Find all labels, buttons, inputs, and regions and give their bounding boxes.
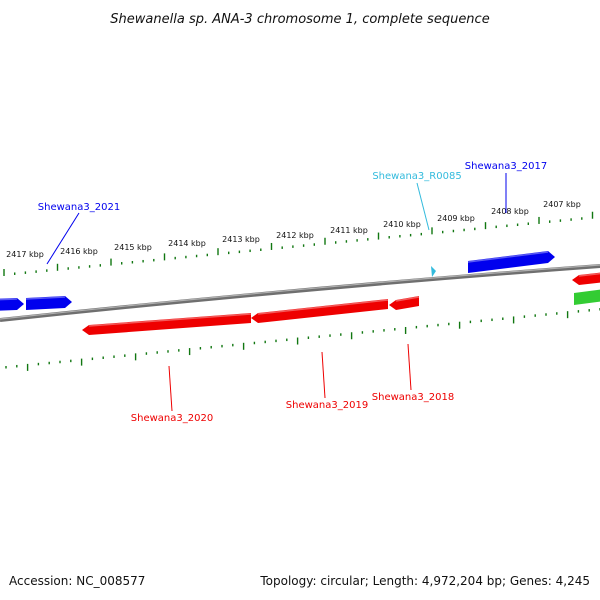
scale-label: 2408 kbp bbox=[491, 207, 529, 216]
chromosome-backbone-highlight bbox=[0, 264, 600, 320]
scale-label: 2413 kbp bbox=[222, 235, 260, 244]
gene-leader-line bbox=[407, 343, 412, 391]
gene-labels: Shewana3_2021 Shewana3_R0085 Shewana3_2017… bbox=[38, 161, 547, 424]
gene-leader-line bbox=[416, 182, 430, 231]
gene-feature-shewana3-2018 bbox=[389, 296, 420, 310]
scale-label: 2417 kbp bbox=[6, 250, 44, 259]
topology-summary-text: Topology: circular; Length: 4,972,204 bp… bbox=[260, 574, 590, 588]
gene-label[interactable]: Shewana3_2019 bbox=[286, 400, 368, 411]
scale-label: 2414 kbp bbox=[168, 239, 206, 248]
gene-leader-line bbox=[168, 365, 173, 412]
gene-feature-right-edge-red bbox=[572, 272, 600, 285]
map-title: Shewanella sp. ANA-3 chromosome 1, compl… bbox=[110, 12, 489, 27]
scale-label: 2409 kbp bbox=[437, 214, 475, 223]
gene-feature-right-edge-green bbox=[574, 289, 600, 305]
gene-feature-shewana3-2021 bbox=[25, 296, 72, 310]
accession-text: Accession: NC_008577 bbox=[9, 574, 146, 588]
gene-features bbox=[0, 251, 600, 335]
scale-label: 2412 kbp bbox=[276, 231, 314, 240]
outer-scale-ticks bbox=[3, 211, 594, 276]
scale-label: 2415 kbp bbox=[114, 243, 152, 252]
gene-label[interactable]: Shewana3_2021 bbox=[38, 202, 120, 213]
scale-label: 2407 kbp bbox=[543, 200, 581, 209]
scale-label: 2410 kbp bbox=[383, 220, 421, 229]
gene-label[interactable]: Shewana3_2017 bbox=[465, 161, 547, 172]
chromosome-backbone bbox=[0, 264, 600, 322]
gene-label[interactable]: Shewana3_2020 bbox=[131, 413, 213, 424]
gene-label-leaders bbox=[46, 173, 507, 412]
gene-feature-left-edge bbox=[0, 298, 24, 311]
gene-label[interactable]: Shewana3_2018 bbox=[372, 392, 454, 403]
inner-scale-ticks bbox=[5, 308, 600, 371]
gene-feature-shewana3-2017 bbox=[467, 251, 555, 273]
gene-feature-shewana3-2020 bbox=[82, 313, 252, 335]
scale-label: 2411 kbp bbox=[330, 226, 368, 235]
gene-feature-shewana3-2019 bbox=[251, 299, 389, 323]
gene-feature-shewana3-r0085 bbox=[431, 266, 436, 277]
scale-labels: 2417 kbp 2416 kbp 2415 kbp 2414 kbp 2413 kbp… bbox=[6, 200, 581, 259]
gene-leader-line bbox=[321, 351, 326, 399]
scale-label: 2416 kbp bbox=[60, 247, 98, 256]
gene-leader-line bbox=[46, 212, 80, 265]
gene-label[interactable]: Shewana3_R0085 bbox=[372, 171, 461, 182]
